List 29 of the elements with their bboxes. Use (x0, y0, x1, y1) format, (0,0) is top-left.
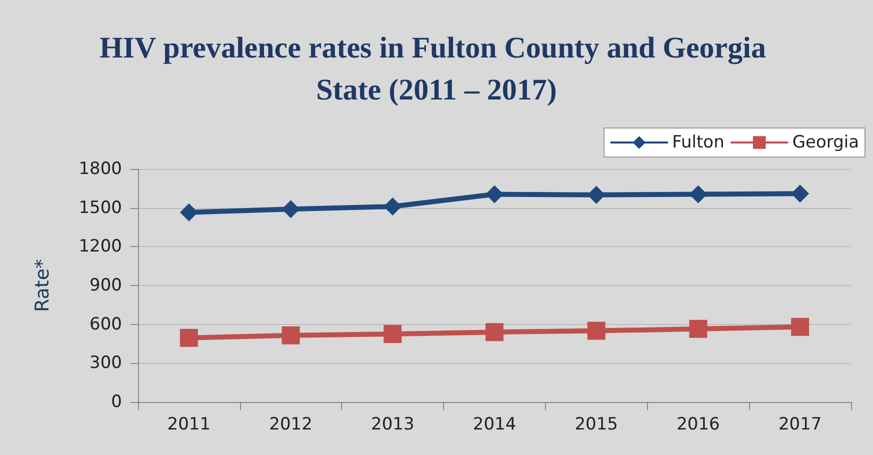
point (689, 320, 708, 338)
point (791, 318, 810, 336)
x-tick-label: 2014 (472, 414, 516, 434)
point (180, 328, 198, 347)
y-tick-label: 1800 (78, 159, 122, 179)
y-axis-title: Rate* (32, 258, 54, 312)
y-tick-label: 300 (90, 353, 122, 374)
y-tick-label: 1200 (78, 236, 122, 257)
point (384, 198, 402, 216)
y-tick-label: 0 (111, 392, 122, 412)
point (791, 184, 810, 203)
point (282, 326, 300, 344)
x-tick-label: 2013 (371, 414, 414, 434)
point (587, 322, 606, 340)
chart-title: HIV prevalence rates in Fulton County and Georgia State (2011 – 2017) (100, 32, 774, 106)
point (486, 185, 504, 204)
legend-label: Fulton (672, 132, 724, 152)
x-tick-label: 2016 (676, 414, 720, 434)
x-tick-label: 2017 (778, 414, 822, 434)
legend-label: Georgia (792, 132, 859, 152)
x-tick-label: 2012 (269, 414, 312, 434)
y-tick-label: 900 (90, 276, 122, 296)
x-tick-label: 2011 (167, 414, 211, 434)
point (384, 325, 402, 344)
y-tick-label: 600 (90, 314, 122, 334)
y-tick-label: 1500 (78, 198, 122, 218)
point (486, 323, 504, 342)
point (180, 203, 198, 222)
x-tick-label: 2015 (574, 414, 618, 434)
